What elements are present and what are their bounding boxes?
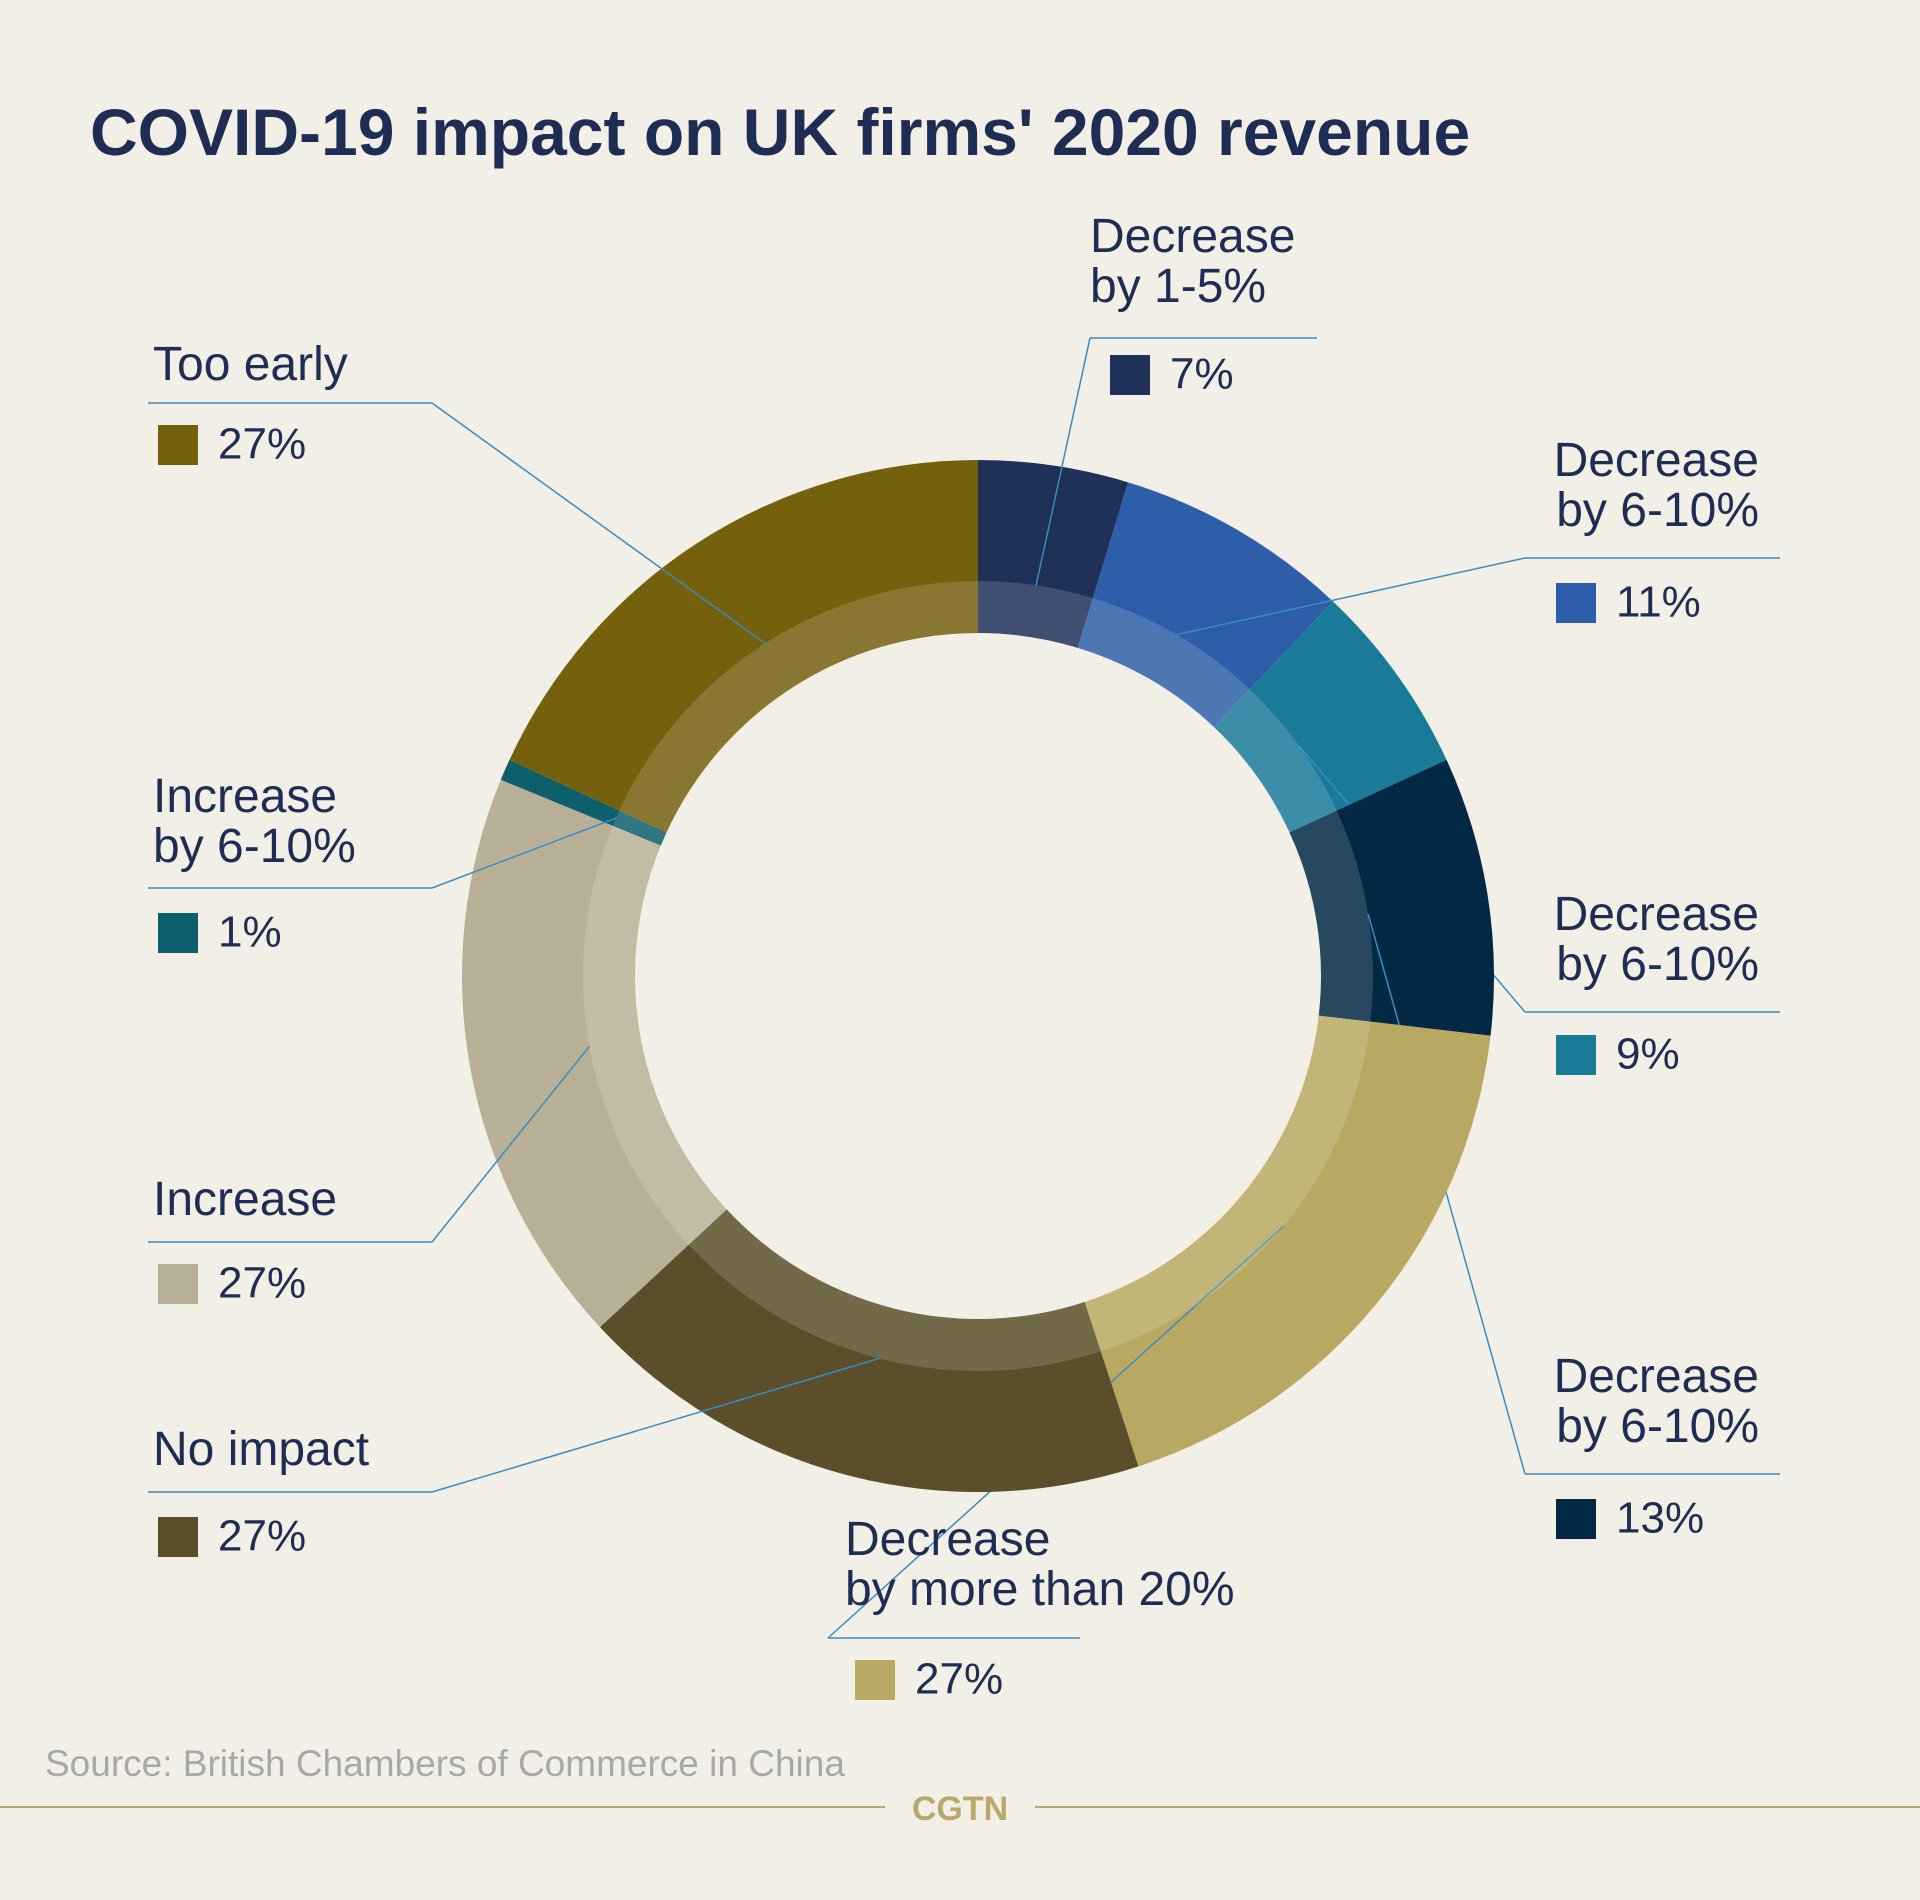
donut-slice xyxy=(599,1209,1139,1492)
slice-name: Decrease by 6-10% xyxy=(1554,1350,1759,1453)
donut-slice xyxy=(1214,601,1447,833)
legend-swatch xyxy=(1556,583,1596,623)
value-label: 27% xyxy=(218,1259,306,1308)
donut-slice xyxy=(462,779,727,1328)
value-label: 27% xyxy=(915,1655,1003,1704)
value-label: 27% xyxy=(218,420,306,469)
legend-swatch xyxy=(158,1264,198,1304)
legend-swatch xyxy=(1556,1035,1596,1075)
legend-swatch xyxy=(855,1660,895,1700)
leader-line xyxy=(1367,913,1526,1475)
legend-swatch xyxy=(158,1517,198,1557)
leader-line xyxy=(1176,557,1526,636)
slice-name: Too early xyxy=(153,338,348,391)
donut-slice xyxy=(978,460,1129,648)
value-label: 7% xyxy=(1170,350,1234,399)
legend-swatch xyxy=(158,425,198,465)
value-label: 1% xyxy=(218,908,282,957)
leader-line xyxy=(431,1045,590,1243)
donut-slice xyxy=(1084,1015,1491,1467)
donut-slice xyxy=(500,759,667,846)
slice-name: Decrease by more than 20% xyxy=(845,1513,1235,1616)
value-label: 9% xyxy=(1616,1030,1680,1079)
legend-swatch xyxy=(1110,355,1150,395)
leader-line xyxy=(431,817,617,889)
legend-swatch xyxy=(158,913,198,953)
slice-name: Decrease by 6-10% xyxy=(1554,434,1759,537)
donut-slice xyxy=(1289,759,1494,1036)
legend-swatch xyxy=(1556,1499,1596,1539)
donut-slice xyxy=(1077,482,1334,728)
slice-name: Decrease by 6-10% xyxy=(1554,888,1759,991)
leader-line xyxy=(1035,337,1091,586)
value-label: 11% xyxy=(1616,578,1701,627)
donut-slice xyxy=(509,459,978,833)
slice-name: Decrease by 1-5% xyxy=(1090,210,1295,313)
slice-name: Increase by 6-10% xyxy=(153,770,356,873)
slice-name: No impact xyxy=(153,1423,369,1476)
leader-line xyxy=(431,402,766,644)
value-label: 27% xyxy=(218,1512,306,1561)
source: Source: British Chambers of Commerce in … xyxy=(45,1743,845,1784)
chart-title: COVID-19 impact on UK firms' 2020 revenu… xyxy=(90,95,1470,169)
leader-line xyxy=(431,1357,880,1493)
logo: CGTN xyxy=(912,1790,1008,1828)
slice-name: Increase xyxy=(153,1173,337,1226)
value-label: 13% xyxy=(1616,1494,1704,1543)
